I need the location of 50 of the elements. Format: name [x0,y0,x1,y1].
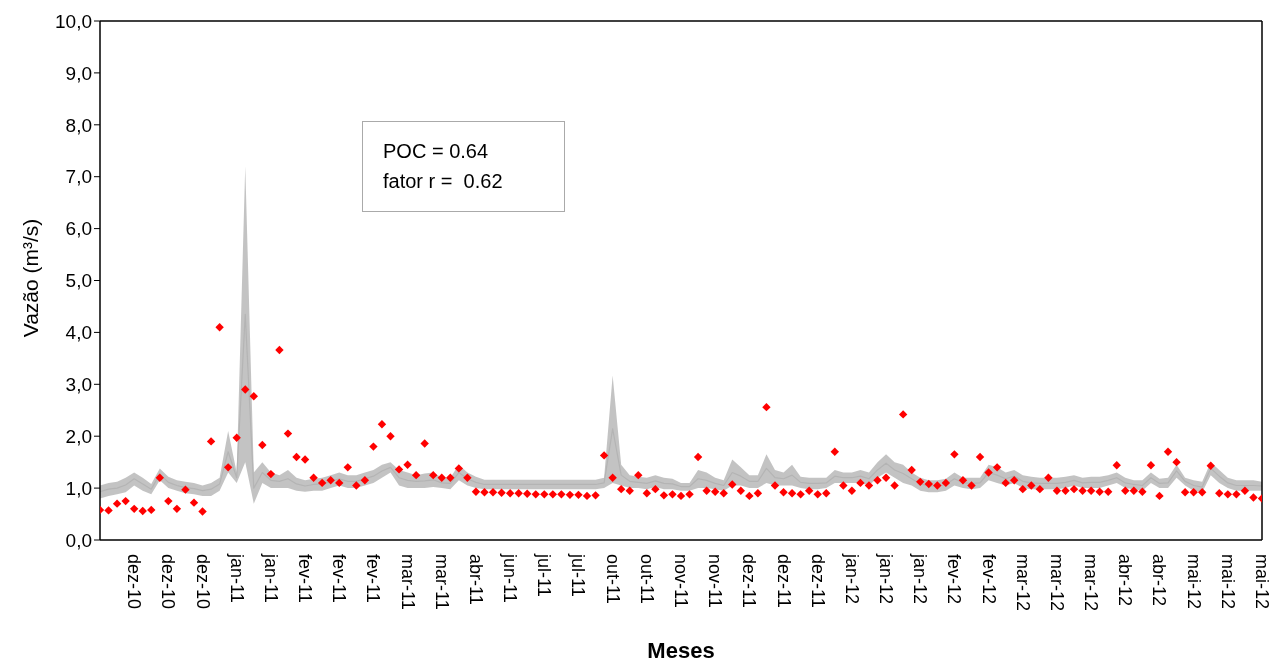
x-tick-label: fev-11 [329,554,350,603]
y-tick-label: 5,0 [65,270,92,292]
y-tick-label: 0,0 [65,529,92,551]
y-tick-label: 4,0 [65,322,92,344]
x-tick-label: jan-12 [876,553,897,605]
x-tick-label: jan-11 [226,553,247,603]
annotation: fator r = 0.62 [383,169,504,194]
x-tick-label: dez-11 [807,554,828,608]
x-tick-label: fev-12 [978,554,999,605]
x-tick-label: mar-12 [1081,554,1102,612]
x-tick-label: mai-12 [1183,554,1204,610]
y-tick-label: 7,0 [65,166,92,188]
x-tick-label: jul-11 [568,553,589,597]
x-tick-label: dez-10 [124,554,145,610]
x-tick-label: mar-11 [431,554,452,610]
y-axis-title: Vazão (m³/s) [18,218,42,338]
y-tick-label: 6,0 [65,218,92,240]
x-tick-label: jan-11 [260,553,281,603]
x-tick-label: fev-12 [944,554,965,605]
note-box: POC = 0.64 fator r = 0.62 [362,121,565,212]
x-tick-label: jul-11 [534,553,555,597]
y-tick-label: 9,0 [65,62,92,84]
x-tick-label: jan-12 [841,553,862,605]
x-axis-title: Meses [647,638,715,663]
x-tick-label: fev-11 [295,554,316,603]
x-tick-label: mar-11 [397,554,418,610]
x-tick-label: dez-10 [158,554,179,610]
x-tick-label: abr-12 [1115,554,1136,607]
x-tick-label: abr-11 [465,554,486,605]
x-tick-label: out-11 [636,554,657,604]
x-tick-label: jun-11 [500,553,521,603]
x-tick-label: dez-11 [773,554,794,608]
x-tick-label: mai-12 [1217,554,1238,610]
x-tick-label: mar-12 [1046,554,1067,612]
x-tick-label: nov-11 [705,554,726,608]
x-tick-label: abr-12 [1149,554,1170,607]
y-tick-label: 3,0 [65,374,92,396]
x-tick-label: out-11 [602,554,623,604]
y-tick-label: 8,0 [65,114,92,136]
x-tick-label: mai-12 [1252,554,1272,610]
y-tick-label: 2,0 [65,425,92,447]
x-tick-label: nov-11 [671,554,691,608]
y-tick-label: 1,0 [65,477,92,499]
x-tick-label: mar-12 [1012,554,1033,612]
x-tick-label: dez-10 [192,554,213,610]
x-tick-label: dez-11 [739,554,760,608]
x-tick-label: jan-12 [910,553,931,605]
annotation: POC = 0.64 [383,139,490,164]
y-tick-label: 10,0 [55,10,92,32]
x-tick-label: fev-11 [363,554,384,603]
